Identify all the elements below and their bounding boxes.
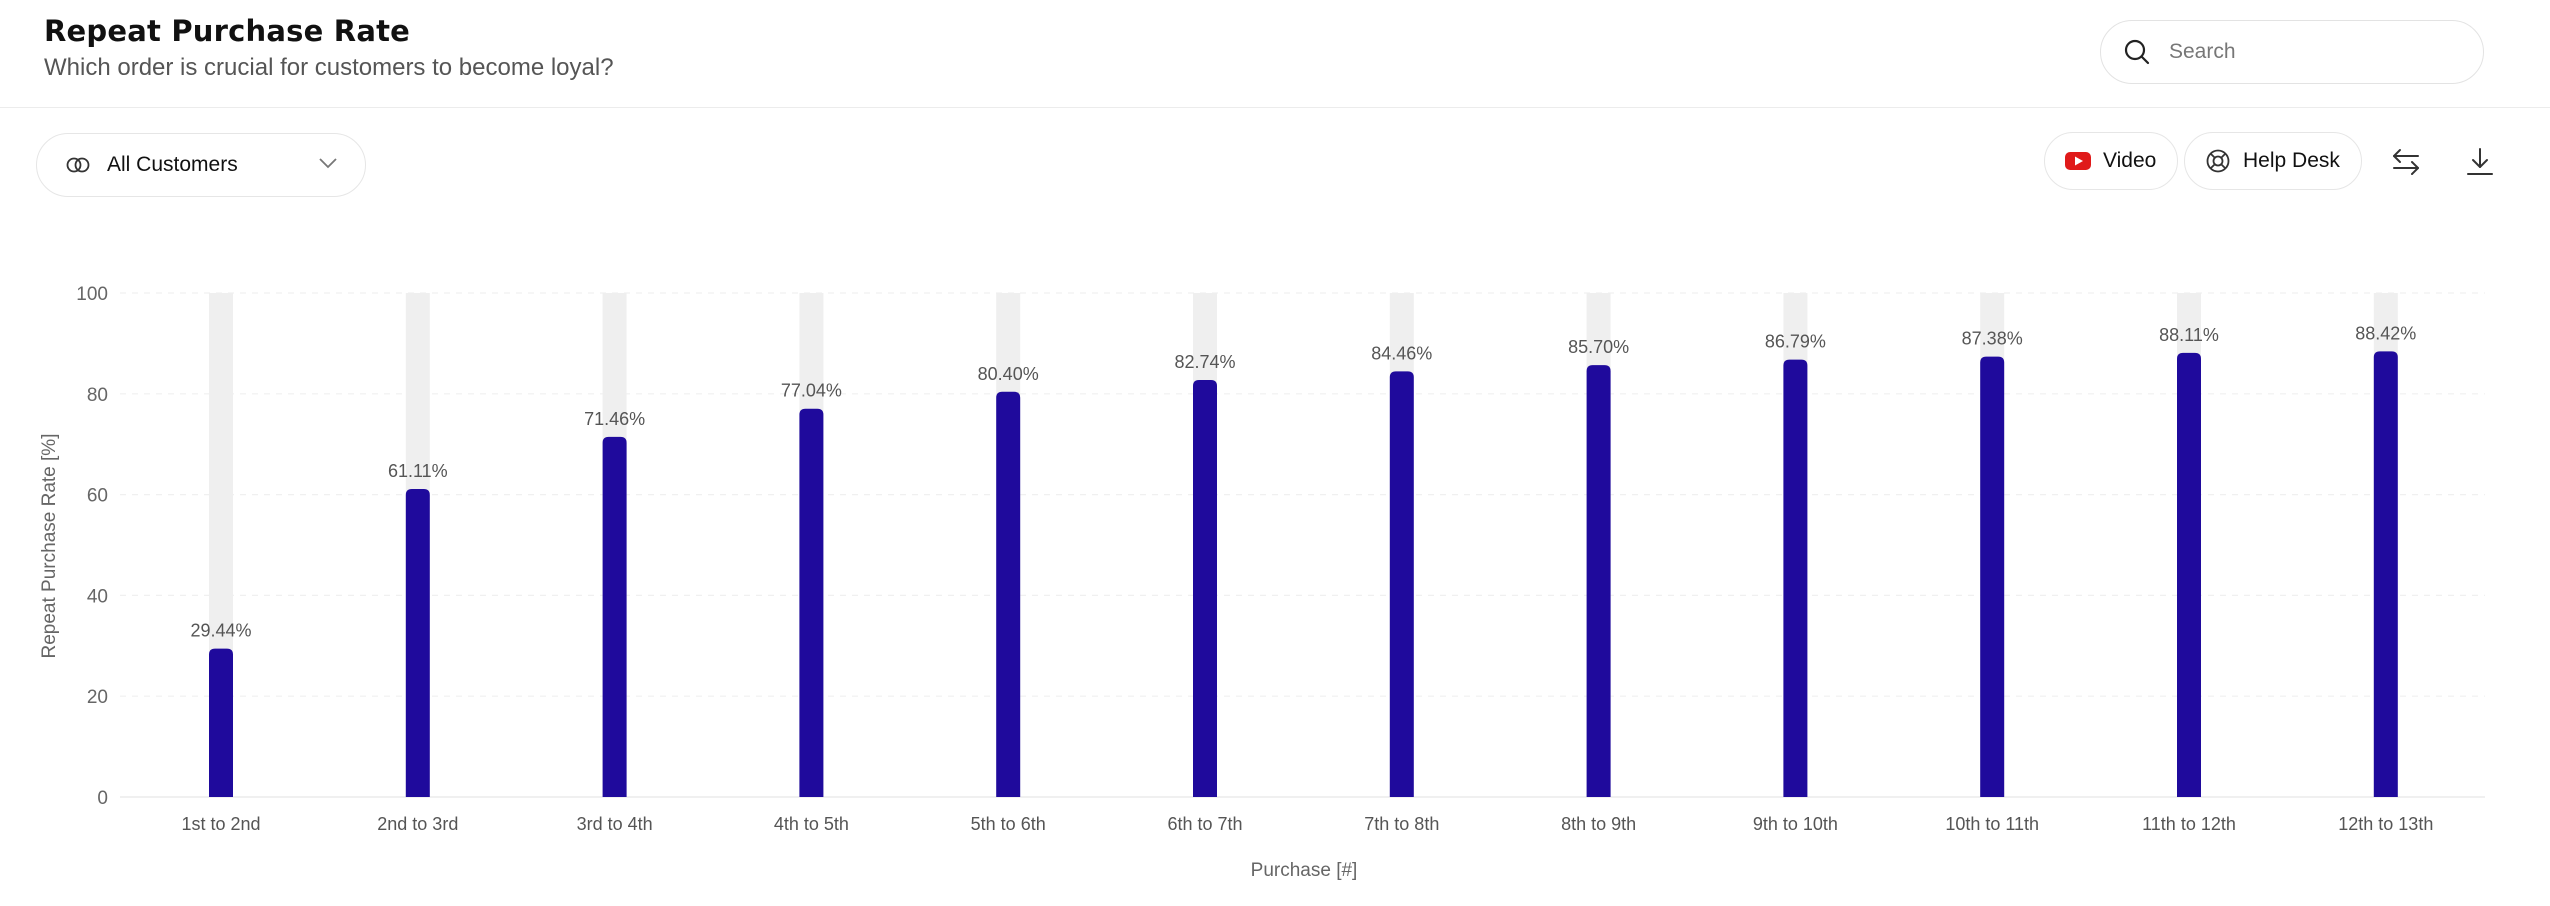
y-tick-label: 40 xyxy=(87,586,108,607)
bar-data-label: 88.42% xyxy=(2355,323,2416,343)
bar[interactable] xyxy=(2373,351,2398,797)
bar-data-label: 61.11% xyxy=(388,461,448,481)
y-tick-label: 0 xyxy=(97,788,108,809)
x-tick-label: 5th to 6th xyxy=(971,814,1046,834)
bar-data-label: 82.74% xyxy=(1174,352,1235,372)
video-button[interactable]: Video xyxy=(2044,132,2178,190)
swap-view-button[interactable] xyxy=(2388,144,2424,180)
repeat-purchase-chart: 0 20 40 60 80 100 29.44% 61.11% 71.46% 77.04% 80.… xyxy=(39,284,2485,881)
bar[interactable] xyxy=(1783,359,1808,797)
x-tick-label: 9th to 10th xyxy=(1753,814,1838,834)
chart-gridlines xyxy=(120,292,2485,798)
bar-data-label: 77.04% xyxy=(781,381,842,401)
swap-arrows-icon xyxy=(2393,149,2419,175)
search-box[interactable] xyxy=(2100,20,2484,84)
y-axis-label: Repeat Purchase Rate [%] xyxy=(39,434,60,659)
x-tick-label: 8th to 9th xyxy=(1561,814,1636,834)
chart-bars xyxy=(209,293,2398,797)
youtube-icon xyxy=(2065,152,2091,170)
x-tick-label: 4th to 5th xyxy=(774,814,849,834)
bar[interactable] xyxy=(1586,365,1611,797)
search-input[interactable] xyxy=(2167,39,2471,65)
bar[interactable] xyxy=(209,648,233,797)
segment-label: All Customers xyxy=(107,153,238,176)
y-axis-ticks: 0 20 40 60 80 100 xyxy=(76,284,108,809)
bar[interactable] xyxy=(1389,371,1414,797)
customer-segment-dropdown[interactable]: All Customers xyxy=(36,133,366,197)
y-tick-label: 100 xyxy=(76,284,108,305)
x-tick-label: 7th to 8th xyxy=(1364,814,1439,834)
bar[interactable] xyxy=(405,489,430,797)
page-subtitle: Which order is crucial for customers to … xyxy=(44,54,614,81)
bar-data-label: 86.79% xyxy=(1765,332,1826,352)
bar-data-label: 71.46% xyxy=(584,409,645,429)
bar-data-label: 87.38% xyxy=(1962,329,2023,349)
segments-icon xyxy=(66,157,90,173)
chevron-down-icon xyxy=(319,158,337,169)
bar[interactable] xyxy=(1193,379,1217,797)
bar-data-label: 85.70% xyxy=(1568,337,1629,357)
x-tick-label: 6th to 7th xyxy=(1167,814,1242,834)
bar-data-label: 88.11% xyxy=(2159,325,2219,345)
y-tick-label: 60 xyxy=(87,486,108,507)
help-desk-button[interactable]: Help Desk xyxy=(2184,132,2362,190)
bar-data-label: 84.46% xyxy=(1371,343,1432,363)
bar-data-labels: 29.44% 61.11% 71.46% 77.04% 80.40% 82.74% 84.4… xyxy=(190,323,2416,640)
y-tick-label: 20 xyxy=(87,687,108,708)
download-button[interactable] xyxy=(2462,144,2498,180)
video-label: Video xyxy=(2103,149,2157,172)
lifebuoy-icon xyxy=(2206,149,2230,173)
bar[interactable] xyxy=(602,436,627,797)
page-header: Repeat Purchase Rate Which order is cruc… xyxy=(0,0,2550,108)
search-icon xyxy=(2124,39,2150,65)
x-tick-label: 2nd to 3rd xyxy=(377,814,458,834)
x-tick-label: 12th to 13th xyxy=(2338,814,2433,834)
help-desk-label: Help Desk xyxy=(2243,149,2340,172)
page-title: Repeat Purchase Rate xyxy=(44,14,411,48)
download-icon xyxy=(2467,148,2493,175)
bar[interactable] xyxy=(996,391,1021,797)
bar-data-label: 29.44% xyxy=(190,621,251,641)
bar[interactable] xyxy=(1980,356,2005,797)
bar-data-label: 80.40% xyxy=(978,364,1039,384)
x-tick-label: 1st to 2nd xyxy=(181,814,260,834)
x-tick-label: 11th to 12th xyxy=(2142,814,2236,834)
x-tick-label: 10th to 11th xyxy=(1945,814,2039,834)
x-axis-label: Purchase [#] xyxy=(1251,860,1358,881)
x-tick-label: 3rd to 4th xyxy=(577,814,653,834)
x-axis-ticks: 1st to 2nd 2nd to 3rd 3rd to 4th 4th to 5th… xyxy=(181,814,2433,834)
y-tick-label: 80 xyxy=(87,385,108,406)
bar[interactable] xyxy=(2177,352,2201,797)
bar[interactable] xyxy=(799,408,824,797)
